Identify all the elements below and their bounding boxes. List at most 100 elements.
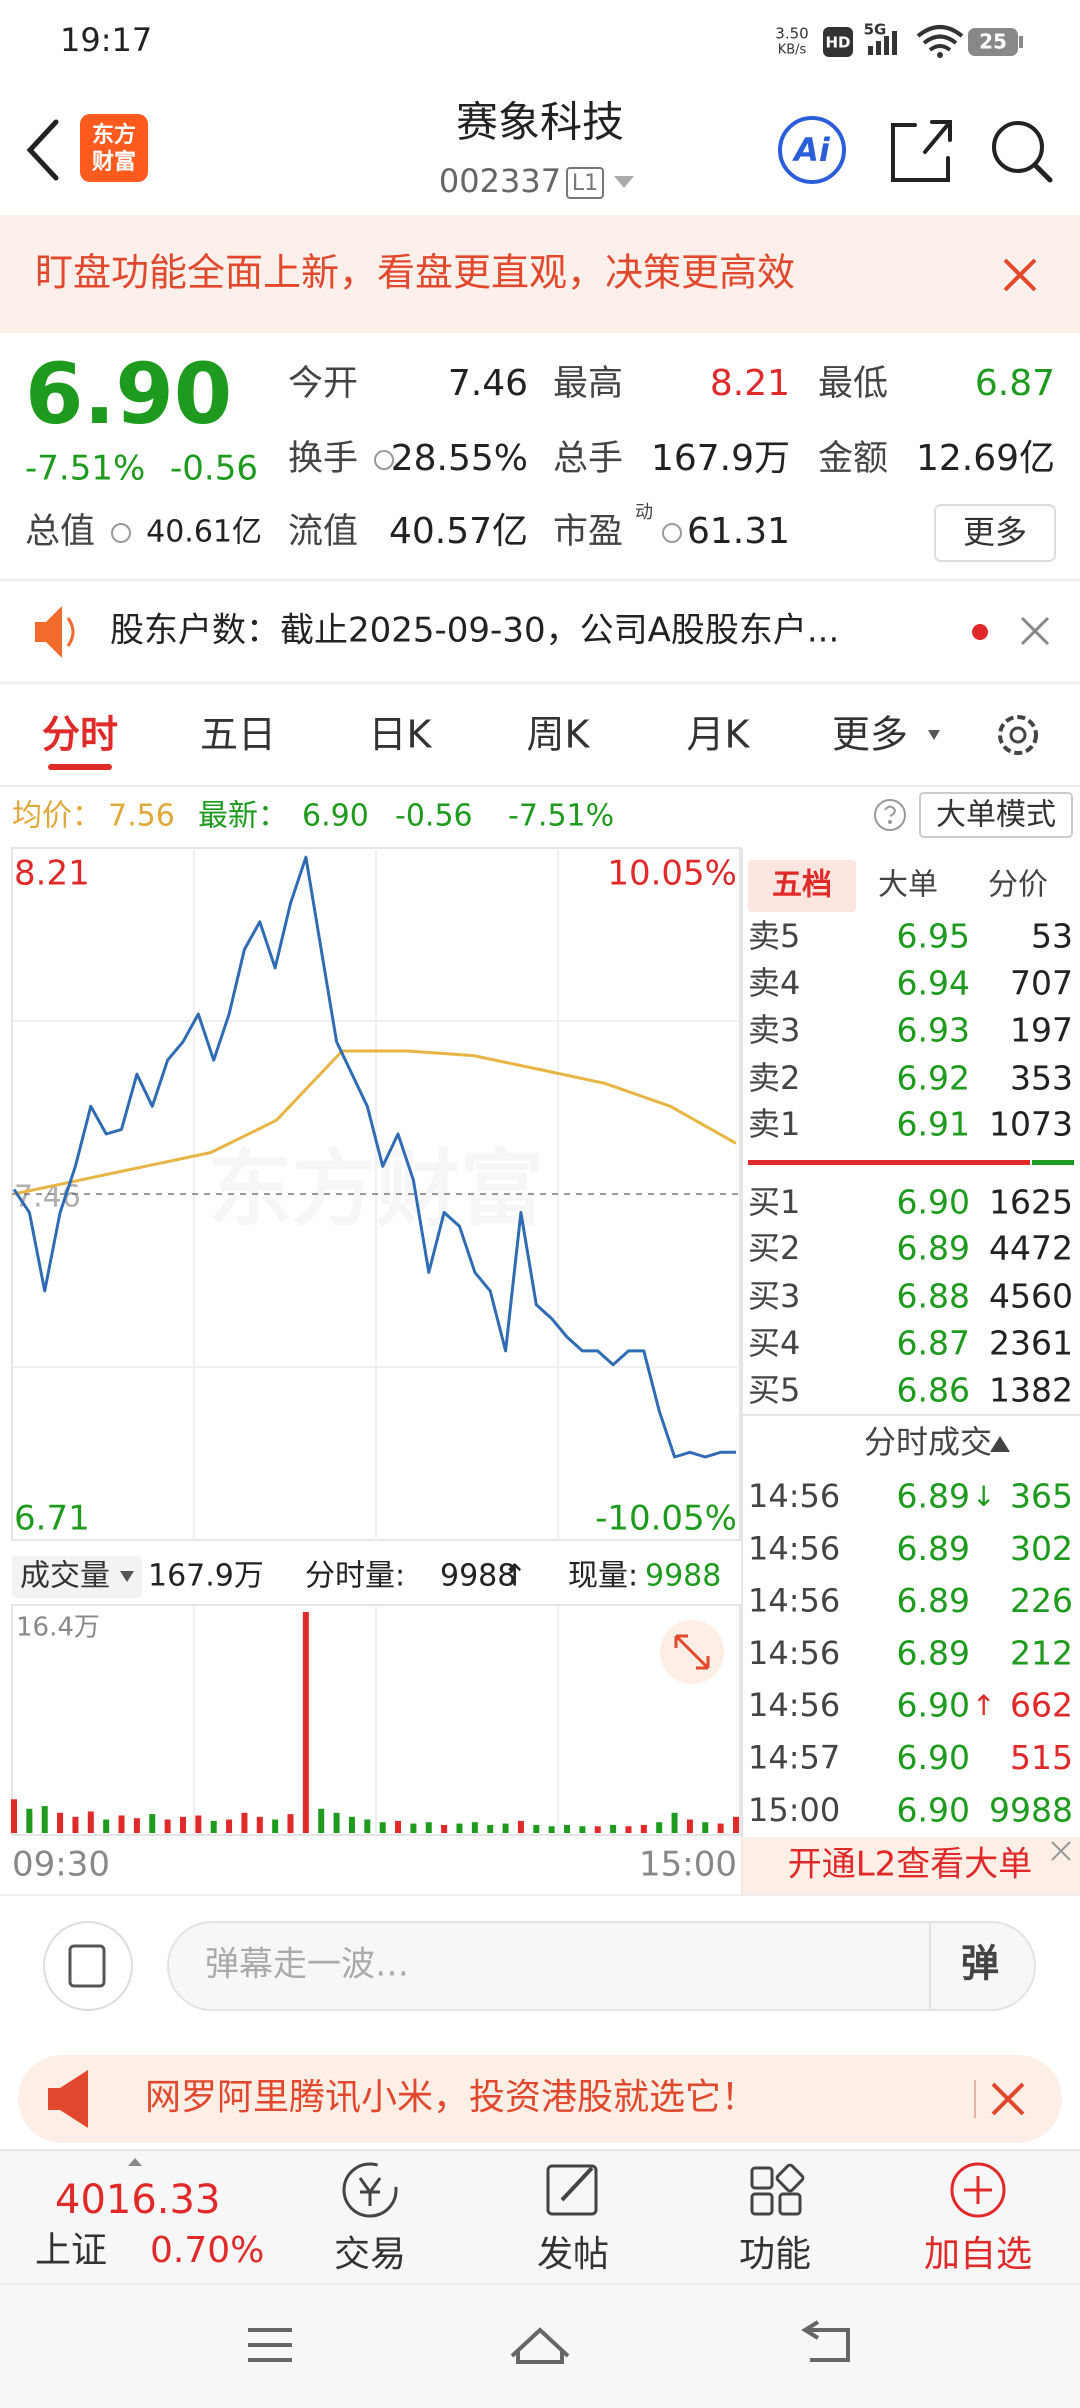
search-button[interactable]	[992, 121, 1044, 173]
orderbook-price: 6.86	[897, 1371, 970, 1410]
orderbook-active-tab	[748, 860, 856, 912]
trade-price: 6.90	[897, 1738, 970, 1777]
info-icon[interactable]	[111, 523, 131, 543]
volume-bar	[425, 1822, 432, 1833]
ai-button[interactable]	[778, 116, 846, 184]
orderbook-label: 卖2	[748, 1059, 800, 1097]
avg-line	[13, 1049, 737, 1196]
help-icon[interactable]	[874, 799, 906, 831]
back-button[interactable]	[26, 119, 59, 181]
volume-bar	[118, 1815, 125, 1833]
tab[interactable]: 月K	[687, 713, 751, 757]
info-icon[interactable]	[662, 523, 682, 543]
info-text: 最新：	[198, 799, 288, 834]
mode-button[interactable]: 大单模式	[936, 798, 1056, 833]
volume-bar	[318, 1808, 325, 1833]
orderbook-tab[interactable]: 五档	[772, 868, 832, 903]
speaker-icon	[35, 606, 62, 658]
help-dot	[888, 820, 892, 824]
nav-back[interactable]	[801, 2320, 850, 2362]
share-button[interactable]	[891, 120, 952, 182]
index-change[interactable]: 0.70%	[150, 2230, 264, 2271]
hd-icon	[823, 27, 853, 57]
volume-header-text: 167.9万	[148, 1559, 264, 1594]
volume-bar	[502, 1823, 509, 1833]
ai-label[interactable]: Ai	[791, 131, 831, 169]
settings-button[interactable]	[998, 715, 1038, 755]
index-toggle[interactable]	[128, 2158, 142, 2166]
orderbook-label: 买2	[748, 1229, 800, 1267]
index-name[interactable]: 上证	[35, 2230, 107, 2271]
info-icon[interactable]	[374, 450, 394, 470]
more-button[interactable]: 更多	[963, 513, 1027, 551]
comment-settings[interactable]	[43, 1921, 133, 2011]
tab[interactable]: 周K	[527, 713, 591, 757]
notice-close[interactable]	[1020, 616, 1050, 646]
trades-toggle[interactable]	[990, 1436, 1010, 1452]
l2-close[interactable]	[1051, 1841, 1071, 1861]
stock-code: 002337	[439, 162, 561, 200]
volume-header-text: 成交量	[20, 1559, 110, 1594]
nav-item[interactable]: 发帖	[537, 2234, 609, 2275]
code-dropdown[interactable]	[614, 176, 634, 188]
more-button-bg[interactable]	[934, 504, 1056, 562]
orderbook-price: 6.95	[897, 917, 970, 956]
nav-menu[interactable]	[248, 2328, 292, 2362]
stat-value: 61.31	[687, 511, 790, 552]
post-icon[interactable]	[546, 2164, 598, 2216]
danmaku-button[interactable]: 弹	[961, 1942, 999, 1986]
orderbook-label: 卖1	[748, 1105, 800, 1143]
stat-value: 40.57亿	[389, 511, 528, 552]
ad-text[interactable]: 网罗阿里腾讯小米，投资港股就选它！	[145, 2077, 757, 2118]
tab[interactable]: 分时	[42, 713, 118, 757]
nav-item[interactable]: 加自选	[924, 2234, 1032, 2275]
volume-bar	[594, 1826, 601, 1833]
l2-promo[interactable]: 开通L2查看大单	[788, 1845, 1033, 1885]
function-icon[interactable]	[750, 2163, 805, 2216]
speaker-wave	[66, 617, 75, 647]
mode-button-bg[interactable]	[919, 792, 1073, 838]
trade-icon[interactable]	[342, 2162, 398, 2218]
nav-item[interactable]: 交易	[334, 2234, 406, 2275]
ad-bg[interactable]	[18, 2055, 1062, 2143]
info-text: -0.56	[395, 799, 473, 834]
l2-promo-bg[interactable]	[742, 1837, 1080, 1895]
comment-input[interactable]	[167, 1921, 1036, 2011]
battery-level: 25	[979, 30, 1007, 54]
tab[interactable]: 五日	[200, 713, 276, 757]
tab[interactable]: 日K	[369, 713, 433, 757]
wifi-dot	[937, 52, 943, 58]
info-text: 均价：	[12, 799, 102, 834]
orderbook-tab[interactable]: 分价	[988, 868, 1048, 903]
volume-bar	[686, 1819, 693, 1833]
volume-bar	[133, 1818, 140, 1833]
orderbook-label: 卖5	[748, 917, 800, 955]
notice-text[interactable]: 股东户数：截止2025-09-30，公司A股股东户...	[110, 611, 839, 651]
volume-bar	[41, 1806, 48, 1833]
volume-selector-bg[interactable]	[12, 1556, 142, 1598]
volume-bar	[579, 1826, 586, 1833]
tab[interactable]: 更多	[832, 713, 908, 757]
battery-icon	[968, 28, 1018, 56]
orderbook-volume: 353	[1010, 1059, 1073, 1098]
volume-bar	[564, 1824, 571, 1833]
nav-item[interactable]: 功能	[739, 2234, 811, 2275]
comment-placeholder[interactable]: 弹幕走一波…	[205, 1945, 409, 1985]
banner-text[interactable]: 盯盘功能全面上新，看盘更直观，决策更高效	[35, 251, 795, 295]
trade-volume: 302	[1010, 1529, 1073, 1568]
index-value[interactable]: 4016.33	[55, 2177, 220, 2223]
nav-home[interactable]	[510, 2327, 570, 2364]
stat-value: 7.46	[448, 363, 528, 404]
trade-time: 14:56	[748, 1529, 840, 1567]
unread-dot	[972, 624, 988, 640]
orderbook-volume: 4560	[989, 1277, 1073, 1316]
volume-bar	[410, 1823, 417, 1833]
trade-time: 14:56	[748, 1582, 840, 1620]
volume-bar	[625, 1826, 632, 1833]
pen	[560, 2166, 594, 2202]
banner-close[interactable]	[1003, 258, 1037, 292]
orderbook-tab[interactable]: 大单	[878, 868, 938, 903]
add-watch-icon[interactable]	[950, 2162, 1006, 2218]
ad-close[interactable]	[991, 2082, 1025, 2116]
